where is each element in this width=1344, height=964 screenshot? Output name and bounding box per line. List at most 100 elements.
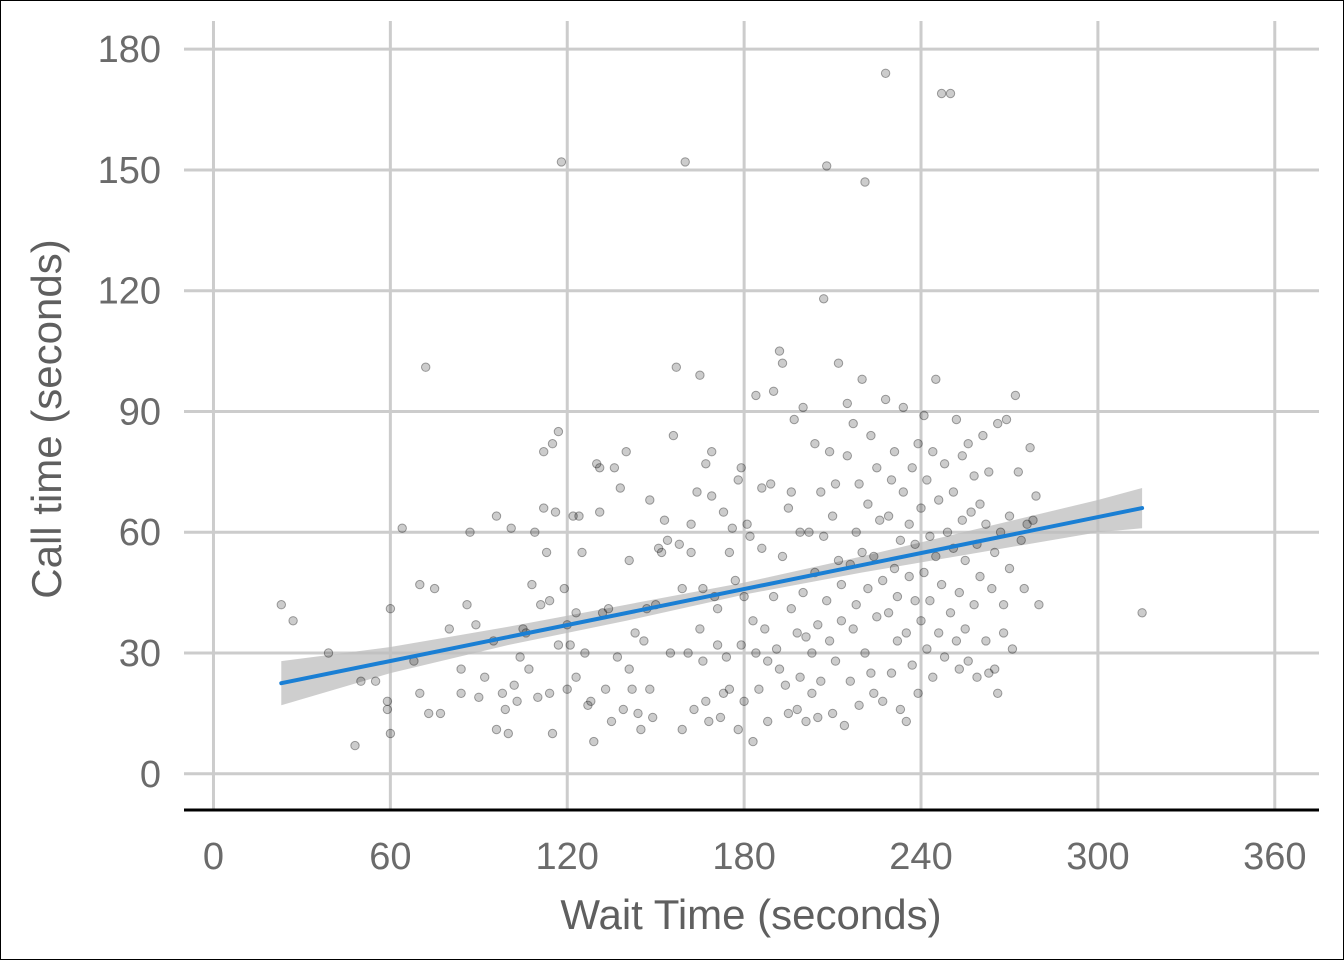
data-point-115: [707, 491, 717, 501]
data-point-78: [621, 447, 631, 457]
data-point-192: [842, 398, 852, 409]
data-point-296: [1007, 644, 1018, 654]
data-point-110: [698, 583, 708, 594]
data-point-258: [942, 527, 953, 537]
data-point-263: [951, 414, 962, 425]
data-point-143: [763, 656, 773, 666]
data-point-79: [624, 555, 634, 566]
data-point-140: [757, 483, 767, 493]
data-point-166: [801, 716, 811, 727]
data-point-1: [288, 616, 298, 626]
data-point-267: [957, 515, 967, 525]
data-point-300: [1019, 583, 1029, 594]
data-point-182: [827, 708, 838, 719]
y-tick-label-150: 150: [98, 150, 161, 192]
y-tick-labels: 0 30 60 90 120 150 180: [98, 29, 161, 796]
data-point-231: [901, 716, 911, 727]
data-point-222: [889, 563, 900, 574]
data-point-294: [1004, 511, 1015, 521]
data-point-216: [880, 68, 891, 79]
data-point-172: [813, 620, 823, 630]
data-point-217: [880, 394, 891, 405]
data-point-239: [913, 688, 923, 698]
data-point-111: [701, 696, 711, 706]
data-point-42: [536, 600, 546, 610]
data-point-278: [975, 499, 985, 509]
data-point-206: [863, 583, 873, 594]
data-point-248: [928, 447, 938, 457]
data-point-187: [833, 358, 844, 368]
data-point-173: [813, 712, 823, 723]
data-point-158: [789, 414, 799, 425]
y-tick-label-120: 120: [98, 271, 161, 313]
data-point-271: [963, 439, 973, 449]
data-point-120: [718, 688, 729, 698]
data-point-181: [824, 447, 835, 457]
data-point-175: [816, 676, 826, 686]
data-point-303: [1028, 515, 1038, 525]
data-point-27: [491, 724, 502, 735]
data-point-305: [1034, 600, 1044, 610]
data-point-108: [695, 370, 705, 380]
data-point-204: [860, 177, 870, 187]
data-point-134: [745, 531, 755, 541]
data-point-59: [571, 608, 581, 618]
data-point-289: [993, 688, 1003, 698]
data-point-197: [851, 527, 861, 537]
data-point-154: [783, 503, 794, 513]
data-point-183: [827, 511, 838, 521]
x-tick-label-60: 60: [369, 836, 411, 878]
data-point-128: [733, 724, 743, 735]
data-point-10: [397, 523, 407, 533]
data-point-156: [786, 487, 796, 497]
data-point-127: [733, 475, 743, 485]
data-point-282: [981, 519, 991, 529]
x-tick-label-360: 360: [1243, 836, 1306, 878]
data-point-268: [957, 451, 967, 461]
data-point-118: [712, 640, 723, 650]
data-point-138: [751, 648, 761, 658]
data-point-288: [993, 418, 1003, 429]
data-point-62: [577, 547, 587, 558]
data-point-161: [795, 527, 805, 537]
data-point-49: [547, 439, 558, 449]
data-point-291: [998, 600, 1009, 610]
data-point-256: [939, 459, 950, 469]
data-point-30: [500, 704, 510, 715]
data-point-286: [990, 547, 1000, 558]
data-point-230: [901, 628, 911, 638]
data-point-220: [886, 668, 897, 678]
data-point-100: [677, 724, 687, 735]
data-point-77: [618, 704, 628, 715]
data-point-29: [497, 688, 508, 698]
data-point-186: [833, 555, 844, 566]
data-point-142: [760, 624, 770, 634]
data-point-21: [462, 600, 472, 610]
data-point-144: [763, 716, 773, 727]
data-point-147: [768, 386, 779, 396]
data-point-165: [801, 632, 811, 642]
data-point-114: [707, 447, 717, 457]
data-point-113: [704, 716, 714, 727]
data-point-82: [630, 628, 640, 638]
data-point-52: [553, 426, 564, 437]
data-point-66: [589, 736, 599, 747]
data-point-81: [627, 684, 637, 694]
data-point-247: [925, 531, 935, 541]
data-point-117: [712, 604, 723, 614]
data-point-168: [807, 688, 817, 698]
data-point-200: [854, 700, 864, 710]
data-point-44: [539, 503, 549, 513]
data-point-205: [863, 499, 873, 509]
data-point-297: [1010, 390, 1021, 401]
data-point-299: [1016, 535, 1026, 545]
data-point-55: [562, 684, 572, 694]
data-point-133: [742, 519, 752, 529]
data-point-64: [583, 700, 593, 710]
data-point-266: [954, 664, 964, 674]
x-axis-title: Wait Time (seconds): [560, 891, 941, 938]
data-point-9: [385, 604, 396, 614]
x-tick-label-0: 0: [203, 836, 224, 878]
data-point-43: [539, 447, 549, 457]
